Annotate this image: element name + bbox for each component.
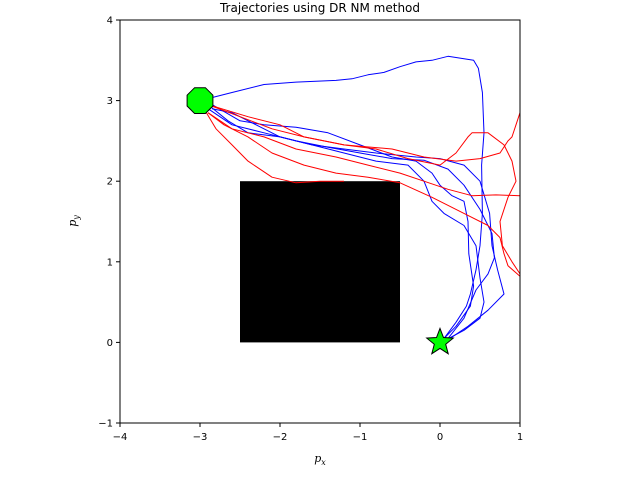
trajectory-line-8 bbox=[203, 108, 344, 184]
x-tick-label: −2 bbox=[273, 432, 288, 443]
x-axis-label: px bbox=[314, 452, 326, 467]
y-tick-label: 3 bbox=[107, 96, 113, 107]
obstacle-block bbox=[240, 181, 400, 343]
goal-marker-star bbox=[425, 327, 455, 355]
chart-title: Trajectories using DR NM method bbox=[219, 1, 420, 15]
y-tick-label: 2 bbox=[107, 177, 113, 188]
y-tick-label: −1 bbox=[98, 419, 113, 430]
plot-area bbox=[119, 19, 521, 424]
trajectory-line-1 bbox=[199, 55, 485, 339]
x-axis-label-sub: x bbox=[321, 458, 326, 467]
y-tick-label: 1 bbox=[107, 257, 113, 268]
trajectory-line-2 bbox=[211, 104, 475, 339]
x-axis-label-base: p bbox=[314, 452, 321, 465]
y-tick-label: 4 bbox=[107, 16, 113, 27]
start-marker-octagon bbox=[186, 87, 214, 114]
x-tick-label: 1 bbox=[517, 432, 523, 443]
x-tick-label: −1 bbox=[353, 432, 368, 443]
trajectory-line-10 bbox=[207, 104, 520, 275]
trajectory-line-5 bbox=[207, 104, 505, 343]
y-axis-label-sub: y bbox=[72, 215, 81, 221]
trajectory-line-6 bbox=[207, 104, 520, 162]
axes-frame bbox=[119, 19, 521, 424]
trajectory-line-9 bbox=[207, 112, 520, 277]
trajectory-line-3 bbox=[211, 108, 485, 342]
x-tick-label: −4 bbox=[113, 432, 128, 443]
y-axis-label-base: p bbox=[66, 220, 79, 227]
y-tick-label: 0 bbox=[107, 338, 113, 349]
trajectory-lines bbox=[199, 55, 520, 343]
trajectory-line-7 bbox=[207, 112, 520, 197]
y-axis-label: py bbox=[66, 215, 81, 227]
axis-ticks: −4 −3 −2 −1 0 1 −1 0 1 2 3 4 bbox=[98, 16, 523, 444]
x-tick-label: 0 bbox=[437, 432, 443, 443]
x-tick-label: −3 bbox=[193, 432, 208, 443]
